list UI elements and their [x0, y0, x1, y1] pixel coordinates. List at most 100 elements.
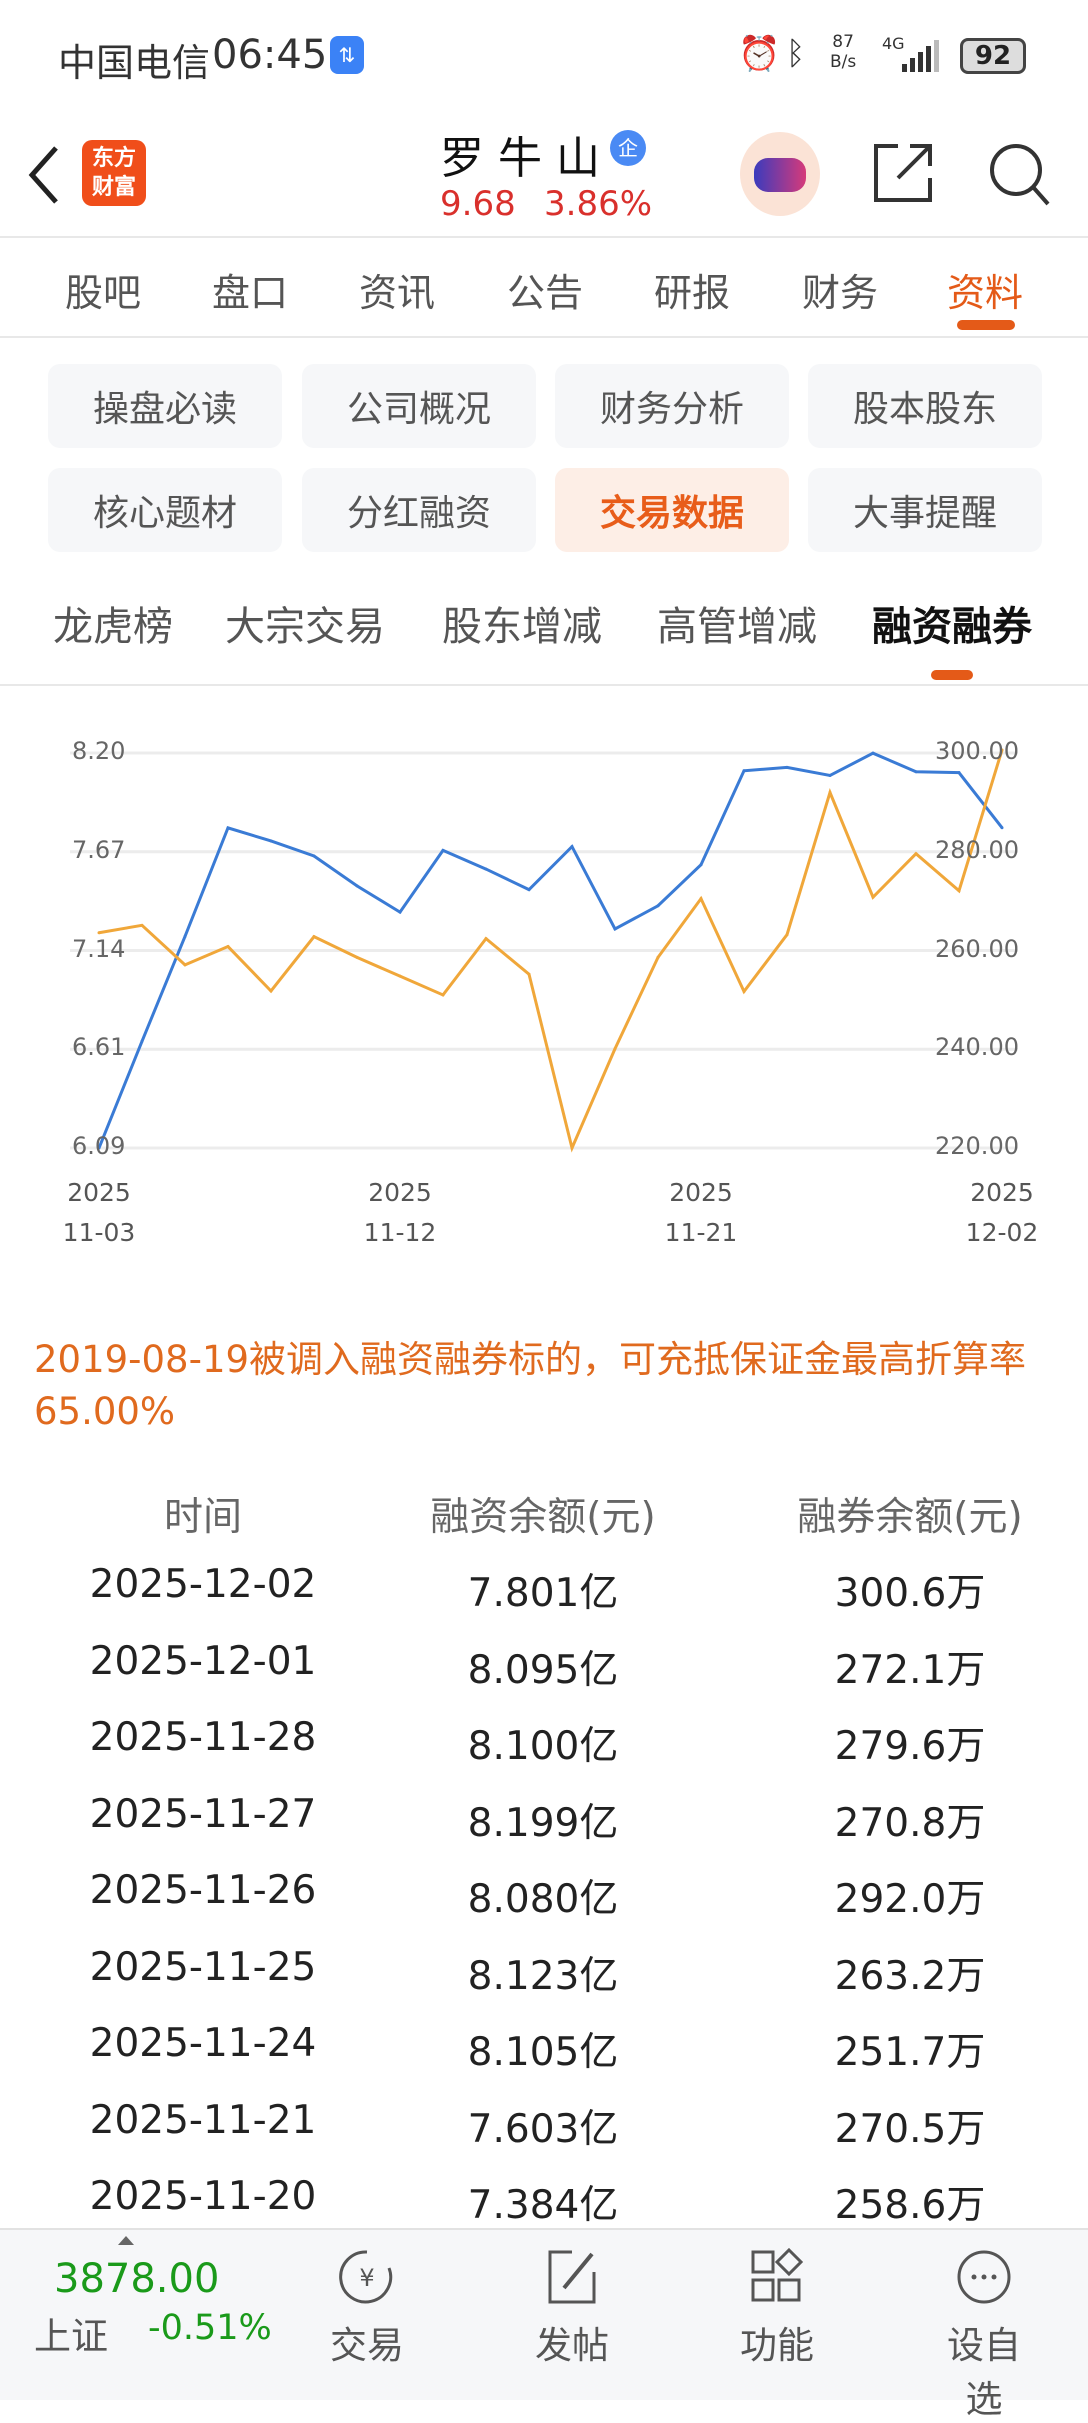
btn-dividends-financing[interactable]: 分红融资: [302, 468, 536, 552]
btn-major-events[interactable]: 大事提醒: [808, 468, 1042, 552]
left-axis-tick: 8.20: [72, 737, 126, 765]
index-name[interactable]: 上证: [34, 2315, 108, 2358]
tab-guba[interactable]: 股吧: [64, 271, 142, 315]
btn-trading-must-read[interactable]: 操盘必读: [48, 364, 282, 448]
cell-financing-balance: 8.100亿: [467, 1724, 619, 1769]
data-point: [785, 765, 789, 769]
cell-date: 2025-11-21: [89, 2097, 317, 2143]
subtab-shareholder-changes[interactable]: 股东增减: [442, 604, 602, 650]
cell-lending-balance: 292.0万: [834, 1877, 986, 1922]
data-point: [957, 889, 961, 893]
cell-lending-balance: 272.1万: [834, 1647, 986, 1693]
nav-add-watchlist[interactable]: 设自选: [932, 2248, 1036, 2423]
btn-core-themes[interactable]: 核心题材: [48, 468, 282, 552]
nav-label: 功能: [740, 2324, 814, 2367]
data-point: [742, 989, 746, 993]
active-tab-indicator: [957, 320, 1015, 330]
tab-research[interactable]: 研报: [653, 271, 731, 315]
x-axis-tick: 2025 11-03: [63, 1173, 136, 1253]
search-button[interactable]: [984, 138, 1054, 208]
index-value[interactable]: 3878.00: [54, 2256, 220, 2302]
data-point: [398, 910, 402, 914]
expand-up-icon[interactable]: [118, 2236, 134, 2245]
cell-lending-balance: 300.6万: [834, 1571, 986, 1616]
subtab-dragon-tiger[interactable]: 龙虎榜: [53, 604, 173, 650]
left-axis-tick: 6.61: [72, 1033, 126, 1062]
data-point: [140, 923, 144, 927]
tab-pankou[interactable]: 盘口: [211, 271, 289, 315]
status-bar: 中国电信 06:45 ⇅ ⏰ ᛒ 87 B/s 4G 92: [0, 0, 1088, 110]
btn-shareholders[interactable]: 股本股东: [808, 364, 1042, 448]
data-point: [570, 845, 574, 849]
share-button[interactable]: [870, 140, 936, 206]
right-axis-tick: 280.00: [935, 835, 1019, 864]
nav-trade[interactable]: ¥ 交易: [330, 2248, 404, 2369]
cell-lending-balance: 251.7万: [834, 2030, 986, 2075]
net-speed: 87: [832, 32, 854, 52]
data-point: [871, 751, 875, 755]
data-point: [484, 937, 488, 941]
alarm-icon: ⏰: [738, 34, 781, 74]
data-point: [140, 1039, 144, 1043]
battery-indicator: 92: [960, 38, 1026, 74]
cell-date: 2025-11-27: [89, 1791, 317, 1837]
left-axis-tick: 6.09: [72, 1132, 126, 1160]
subtab-margin-trading[interactable]: 融资融券: [872, 604, 1032, 650]
btn-company-overview[interactable]: 公司概况: [302, 364, 536, 448]
cell-date: 2025-11-26: [89, 1868, 317, 1913]
data-point: [957, 771, 961, 775]
col-header-date: 时间: [163, 1495, 243, 1540]
btn-trading-data[interactable]: 交易数据: [555, 468, 789, 552]
nav-post[interactable]: 发帖: [535, 2248, 609, 2369]
tab-news[interactable]: 资讯: [358, 271, 436, 315]
bluetooth-icon: ᛒ: [786, 34, 806, 72]
tick-year: 2025: [669, 1178, 733, 1207]
nav-functions[interactable]: 功能: [740, 2247, 814, 2369]
data-point: [914, 852, 918, 856]
right-axis-tick: 220.00: [935, 1132, 1019, 1160]
data-point: [613, 927, 617, 931]
app-logo[interactable]: 东方 财富: [82, 140, 146, 206]
col-header-financing: 融资余额(元): [430, 1495, 656, 1540]
cell-date: 2025-11-20: [89, 2174, 317, 2219]
data-point: [355, 955, 359, 959]
cell-lending-balance: 270.8万: [834, 1800, 986, 1846]
left-axis-tick: 7.67: [72, 835, 126, 864]
chevron-left-icon: [28, 146, 58, 204]
ai-assistant-avatar[interactable]: [740, 132, 820, 216]
right-axis-tick: 240.00: [935, 1033, 1019, 1062]
data-point: [355, 884, 359, 888]
x-axis-tick: 2025 11-12: [364, 1173, 437, 1253]
data-point: [656, 904, 660, 908]
data-point: [613, 1047, 617, 1051]
sync-icon: ⇅: [330, 36, 364, 74]
active-subtab-indicator: [931, 670, 973, 680]
data-point: [742, 769, 746, 773]
tab-finance[interactable]: 财务: [801, 271, 879, 315]
cell-lending-balance: 258.6万: [834, 2183, 986, 2228]
tick-year: 2025: [67, 1178, 131, 1207]
more-icon: [957, 2250, 1011, 2304]
yuan-cycle-icon: ¥: [339, 2250, 393, 2304]
data-point: [226, 945, 230, 949]
tab-profile[interactable]: 资料: [946, 271, 1024, 315]
tab-announcements[interactable]: 公告: [506, 271, 584, 315]
enterprise-badge: 企: [610, 130, 646, 166]
back-button[interactable]: [20, 140, 70, 210]
x-axis-tick: 2025 12-02: [966, 1173, 1039, 1253]
margin-eligibility-note: 2019-08-19被调入融资融券标的，可充抵保证金最高折算率65.00%: [34, 1338, 1027, 1433]
x-axis-tick: 2025 11-21: [665, 1173, 738, 1253]
subtab-executive-changes[interactable]: 高管增减: [657, 604, 817, 650]
btn-financial-analysis[interactable]: 财务分析: [555, 364, 789, 448]
margin-chart: [70, 748, 1018, 1153]
cell-date: 2025-12-01: [89, 1638, 317, 1684]
subtab-block-trades[interactable]: 大宗交易: [225, 604, 385, 650]
data-point: [785, 933, 789, 937]
cell-date: 2025-12-02: [89, 1562, 317, 1607]
cell-financing-balance: 7.801亿: [467, 1571, 619, 1616]
index-change[interactable]: -0.51%: [148, 2308, 272, 2348]
data-point: [226, 826, 230, 830]
search-icon: [990, 144, 1050, 206]
col-header-securities-lending: 融券余额(元): [797, 1495, 1023, 1540]
cell-financing-balance: 7.384亿: [467, 2183, 619, 2228]
